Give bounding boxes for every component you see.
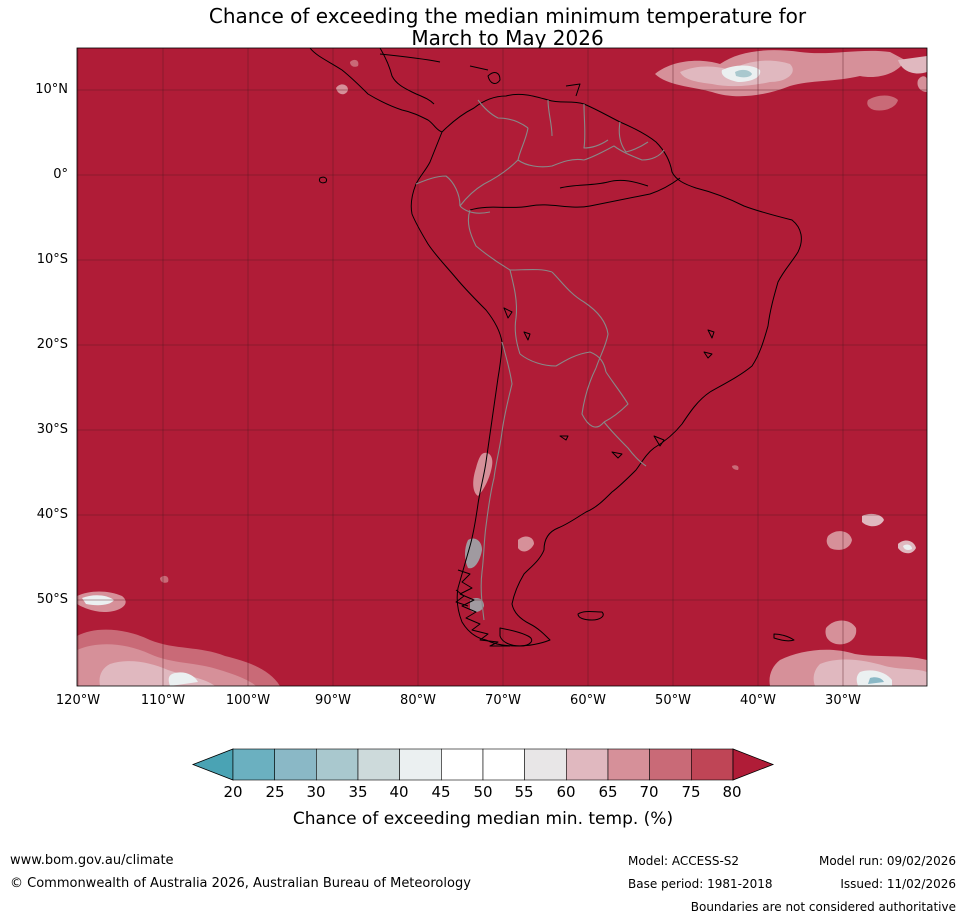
- lat-label-30s: 30°S: [36, 422, 68, 437]
- lon-label-120w: 120°W: [55, 693, 101, 708]
- base-period: Base period: 1981-2018: [628, 877, 773, 891]
- lat-label-10s: 10°S: [36, 252, 68, 267]
- lat-label-0: 0°: [53, 167, 68, 182]
- colorbar-segment: [232, 748, 275, 781]
- lon-label-100w: 100°W: [225, 693, 271, 708]
- probability-field: [77, 48, 927, 686]
- colorbar: [191, 748, 775, 781]
- colorbar-tick-65: 65: [598, 783, 618, 801]
- colorbar-tick-70: 70: [639, 783, 659, 801]
- colorbar-tick-50: 50: [473, 783, 493, 801]
- colorbar-segment: [399, 748, 442, 781]
- website-link[interactable]: www.bom.gov.au/climate: [10, 853, 174, 868]
- probability-patch-andes: [465, 452, 534, 613]
- lat-label-20s: 20°S: [36, 337, 68, 352]
- copyright-text: © Commonwealth of Australia 2026, Austra…: [10, 876, 471, 891]
- colorbar-segment: [566, 748, 609, 781]
- map-title-line-1: Chance of exceeding the median minimum t…: [208, 4, 807, 28]
- colorbar-tick-75: 75: [681, 783, 701, 801]
- coastline: [309, 48, 802, 647]
- lon-label-90w: 90°W: [315, 693, 351, 708]
- probability-patch-south-east: [732, 465, 927, 686]
- country-borders: [415, 99, 665, 621]
- colorbar-label: Chance of exceeding median min. temp. (%…: [292, 809, 674, 829]
- lon-label-60w: 60°W: [570, 693, 606, 708]
- colorbar-segment: [357, 748, 400, 781]
- colorbar-tick-20: 20: [223, 783, 243, 801]
- colorbar-tick-30: 30: [306, 783, 326, 801]
- lon-label-110w: 110°W: [140, 693, 186, 708]
- colorbar-segment: [441, 748, 484, 781]
- colorbar-tick-25: 25: [265, 783, 285, 801]
- colorbar-extend-low: [191, 748, 234, 781]
- map-title-line-2: March to May 2026: [411, 26, 604, 50]
- model-name: Model: ACCESS-S2: [628, 854, 740, 868]
- lat-label-40s: 40°S: [36, 507, 68, 522]
- colorbar-segment: [274, 748, 317, 781]
- colorbar-segment: [691, 748, 734, 781]
- lat-label-50s: 50°S: [36, 592, 68, 607]
- issued-date: Issued: 11/02/2026: [840, 877, 956, 891]
- colorbar-tick-40: 40: [389, 783, 409, 801]
- colorbar-segment: [649, 748, 692, 781]
- map-area: [77, 48, 927, 686]
- lat-label-10n: 10°N: [35, 82, 68, 97]
- colorbar-segment: [316, 748, 359, 781]
- colorbar-extend-high: [732, 748, 775, 781]
- colorbar-segment: [482, 748, 525, 781]
- colorbar-segment: [607, 748, 650, 781]
- lon-label-80w: 80°W: [400, 693, 436, 708]
- lon-label-50w: 50°W: [655, 693, 691, 708]
- colorbar-tick-80: 80: [722, 783, 742, 801]
- lon-label-30w: 30°W: [825, 693, 861, 708]
- graticule: [77, 48, 927, 686]
- probability-patch-north-east: [336, 50, 927, 111]
- probability-patch-south-west: [77, 575, 280, 686]
- boundaries-disclaimer: Boundaries are not considered authoritat…: [690, 900, 956, 914]
- colorbar-tick-60: 60: [556, 783, 576, 801]
- colorbar-tick-35: 35: [348, 783, 368, 801]
- lon-label-70w: 70°W: [485, 693, 521, 708]
- model-run-date: Model run: 09/02/2026: [818, 854, 956, 868]
- colorbar-segment: [524, 748, 567, 781]
- lon-label-40w: 40°W: [740, 693, 776, 708]
- map-frame: [76, 47, 928, 687]
- colorbar-tick-45: 45: [431, 783, 451, 801]
- colorbar-tick-55: 55: [514, 783, 534, 801]
